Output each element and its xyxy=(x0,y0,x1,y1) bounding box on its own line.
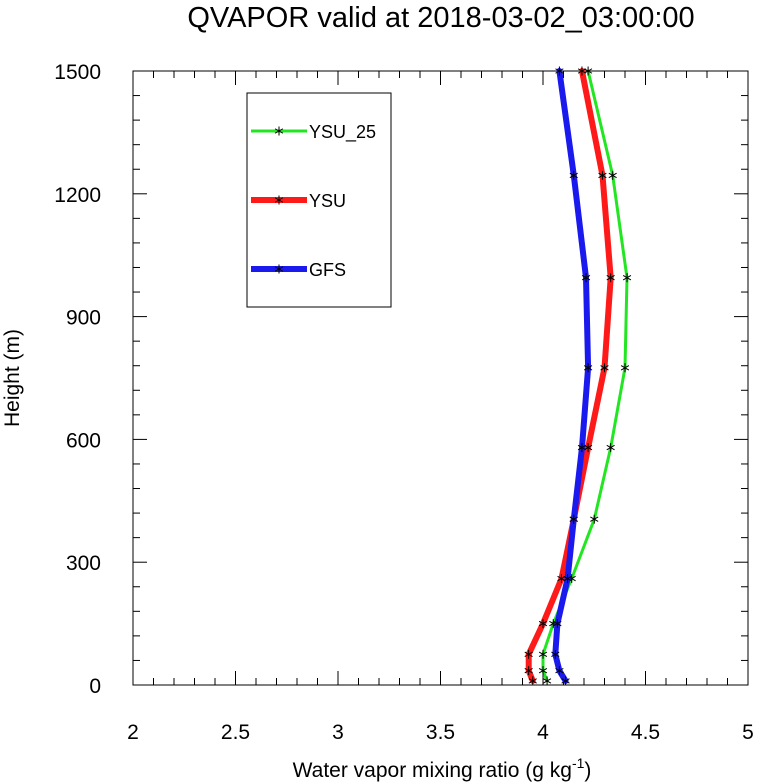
series-ysu-25 xyxy=(538,66,632,686)
point-marker xyxy=(274,195,284,205)
x-tick-label: 2 xyxy=(127,721,139,744)
x-axis-label-end: ) xyxy=(584,759,591,782)
point-marker xyxy=(598,170,607,180)
x-axis-label-main: Water vapor mixing ratio (g kg xyxy=(293,759,572,782)
point-marker xyxy=(569,514,578,524)
x-tick-label: 3.5 xyxy=(426,721,455,744)
point-marker xyxy=(542,676,552,686)
y-axis-label: Height (m) xyxy=(1,329,24,427)
point-marker xyxy=(274,126,284,136)
y-tick-label: 1200 xyxy=(54,184,101,207)
legend-item: GFS xyxy=(251,260,346,280)
legend-label: YSU_25 xyxy=(309,122,376,143)
point-marker xyxy=(590,514,599,524)
y-tick-label: 600 xyxy=(66,429,101,452)
series-gfs xyxy=(551,66,593,686)
legend-label: GFS xyxy=(309,260,346,280)
legend: YSU_25 YSU GFS xyxy=(251,122,376,280)
point-marker xyxy=(561,676,570,686)
series-layer xyxy=(524,66,632,686)
point-marker xyxy=(524,649,533,659)
legend-item: YSU_25 xyxy=(251,122,376,143)
point-marker xyxy=(608,170,617,180)
chart-title: QVAPOR valid at 2018-03-02_03:00:00 xyxy=(187,2,694,34)
point-marker xyxy=(577,66,587,76)
y-tick-label: 300 xyxy=(66,552,101,575)
point-marker xyxy=(553,619,562,629)
point-marker xyxy=(606,273,615,283)
x-tick-label: 5 xyxy=(742,721,754,744)
point-marker xyxy=(274,264,284,274)
x-tick-label: 4.5 xyxy=(631,721,660,744)
point-marker xyxy=(563,574,572,584)
y-tick-label: 0 xyxy=(89,675,101,698)
point-marker xyxy=(555,66,564,76)
y-tick-label: 1500 xyxy=(54,61,101,84)
point-marker xyxy=(551,649,560,659)
point-marker xyxy=(606,443,615,453)
point-marker xyxy=(600,363,609,373)
point-marker xyxy=(538,649,548,659)
axis-ticks: 2 2.5 3 3.5 4 4.5 5 0 300 600 900 1200 1500 xyxy=(54,61,754,744)
x-tick-label: 3 xyxy=(332,721,344,744)
point-marker xyxy=(538,666,548,676)
x-tick-label: 2.5 xyxy=(221,721,250,744)
point-marker xyxy=(555,666,564,676)
x-axis-label: Water vapor mixing ratio (g kg-1) xyxy=(293,755,592,782)
point-marker xyxy=(524,666,533,676)
legend-item: YSU xyxy=(251,191,346,211)
plot-frame xyxy=(132,70,749,686)
point-marker xyxy=(569,170,578,180)
x-axis-label-sup: -1 xyxy=(572,755,585,771)
point-marker xyxy=(622,273,632,283)
point-marker xyxy=(577,443,587,453)
point-marker xyxy=(620,363,630,373)
point-marker xyxy=(528,676,537,686)
point-marker xyxy=(583,363,593,373)
x-tick-label: 4 xyxy=(537,721,549,744)
legend-label: YSU xyxy=(309,191,346,211)
y-tick-label: 900 xyxy=(66,307,101,330)
point-marker xyxy=(581,273,591,283)
point-marker xyxy=(538,619,548,629)
